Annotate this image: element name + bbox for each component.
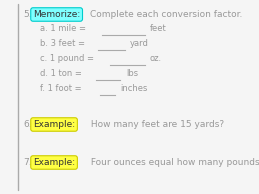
- Text: c. 1 pound =: c. 1 pound =: [40, 54, 94, 63]
- Text: b. 3 feet =: b. 3 feet =: [40, 39, 85, 48]
- Text: inches: inches: [120, 84, 147, 93]
- Text: lbs: lbs: [126, 69, 138, 78]
- Text: Complete each conversion factor.: Complete each conversion factor.: [90, 10, 242, 19]
- Text: Example:: Example:: [33, 158, 75, 167]
- Text: Example:: Example:: [33, 120, 75, 129]
- Text: yard: yard: [130, 39, 149, 48]
- Text: Memorize:: Memorize:: [33, 10, 80, 19]
- Text: oz.: oz.: [150, 54, 162, 63]
- Text: d. 1 ton =: d. 1 ton =: [40, 69, 82, 78]
- Text: 6.: 6.: [23, 120, 32, 129]
- Text: f. 1 foot =: f. 1 foot =: [40, 84, 82, 93]
- Text: a. 1 mile =: a. 1 mile =: [40, 24, 86, 33]
- Text: 5.: 5.: [23, 10, 32, 19]
- Text: feet: feet: [150, 24, 167, 33]
- Text: How many feet are 15 yards?: How many feet are 15 yards?: [88, 120, 224, 129]
- Text: 7.: 7.: [23, 158, 32, 167]
- Text: Four ounces equal how many pounds?: Four ounces equal how many pounds?: [88, 158, 259, 167]
